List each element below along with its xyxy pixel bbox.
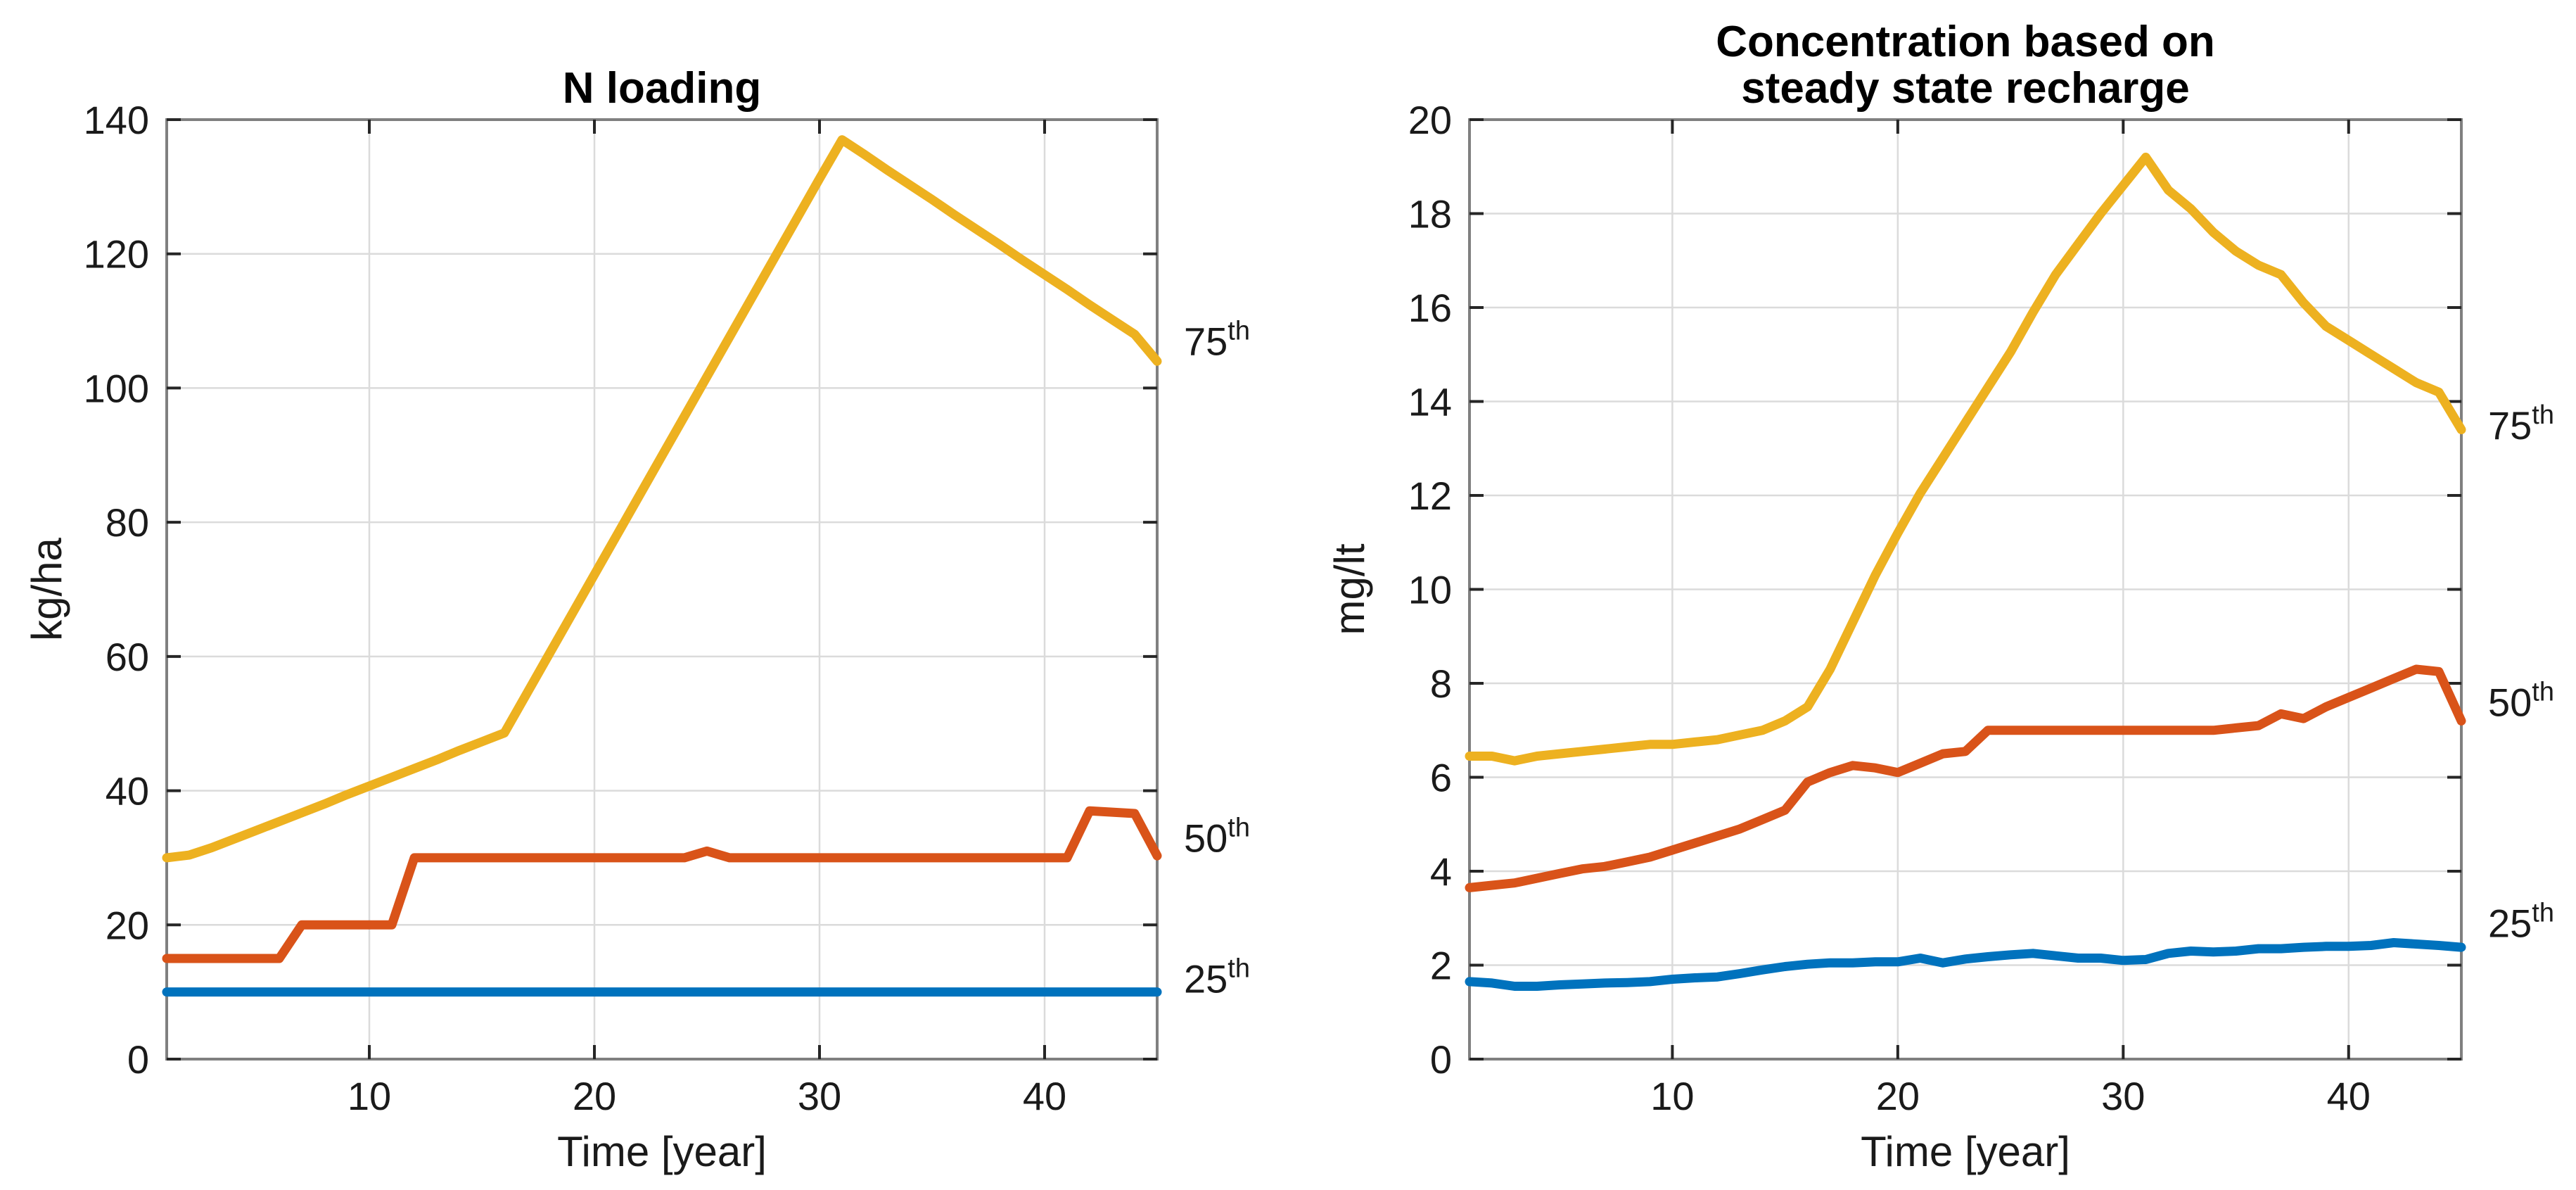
chart-title-line: Concentration based on [1716, 18, 2215, 66]
chart-n-loading: 10 20 30 40 0 20 40 60 80 100 120 140 Time [year] kg/… [23, 64, 1250, 1175]
y-tick-label: 100 [84, 366, 149, 410]
y-tick-label: 140 [84, 98, 149, 142]
y-tick-label: 120 [84, 232, 149, 277]
chart-title-line: steady state recharge [1741, 64, 2190, 113]
y-tick-label: 60 [106, 635, 149, 679]
x-tick-label: 10 [347, 1074, 391, 1118]
annotation-superscript: th [1228, 954, 1250, 984]
y-tick-label: 4 [1430, 849, 1452, 894]
annotation-25th: 25th [1184, 954, 1250, 1001]
y-tick-label: 14 [1408, 380, 1452, 424]
series-line-50th [1465, 664, 2466, 892]
series-line-25th [1465, 938, 2466, 991]
annotation-base: 75 [2488, 403, 2532, 448]
x-tick-label: 40 [1023, 1074, 1066, 1118]
x-tick-label: 30 [2101, 1074, 2145, 1118]
y-tick-label: 20 [106, 903, 149, 947]
y-tick-label: 8 [1430, 662, 1452, 706]
x-axis-label: Time [year] [1861, 1128, 2070, 1175]
annotation-50th: 50th [2488, 678, 2554, 725]
y-tick-label: 20 [1408, 98, 1452, 142]
annotation-superscript: th [2532, 898, 2554, 928]
annotation-superscript: th [1228, 317, 1250, 346]
annotation-50th: 50th [1184, 813, 1250, 860]
x-axis-label: Time [year] [557, 1128, 767, 1175]
series-line-75th [162, 135, 1162, 863]
annotation-superscript: th [2532, 400, 2554, 430]
annotation-superscript: th [1228, 813, 1250, 842]
annotation-base: 50 [2488, 681, 2532, 725]
y-tick-label: 2 [1430, 944, 1452, 988]
annotation-75th: 75th [2488, 400, 2554, 448]
y-axis-label: mg/lt [1326, 543, 1373, 635]
x-tick-label: 40 [2327, 1074, 2371, 1118]
y-tick-label: 6 [1430, 756, 1452, 800]
annotation-superscript: th [2532, 678, 2554, 707]
y-tick-label: 10 [1408, 568, 1452, 612]
y-axis-label: kg/ha [23, 537, 70, 640]
annotation-base: 75 [1184, 319, 1228, 364]
annotation-base: 25 [1184, 957, 1228, 1001]
y-tick-label: 18 [1408, 192, 1452, 236]
x-tick-label: 10 [1650, 1074, 1694, 1118]
x-tick-label: 20 [1876, 1074, 1920, 1118]
series-line-75th [1465, 152, 2466, 766]
x-tick-label: 30 [798, 1074, 841, 1118]
y-tick-label: 80 [106, 500, 149, 545]
chart-concentration: 10 20 30 40 0 2 4 6 8 10 12 14 16 18 20 Time [year] mg/l… [1326, 18, 2554, 1175]
annotation-base: 50 [1184, 816, 1228, 860]
y-tick-label: 0 [1430, 1037, 1452, 1082]
y-tick-label: 16 [1408, 286, 1452, 330]
axes-box [165, 118, 1159, 1061]
y-tick-label: 12 [1408, 474, 1452, 518]
series-line-50th [162, 806, 1162, 963]
annotation-base: 25 [2488, 901, 2532, 945]
chart-title-line: N loading [563, 64, 761, 113]
y-tick-label: 0 [127, 1037, 149, 1082]
y-tick-label: 40 [106, 769, 149, 814]
annotation-75th: 75th [1184, 317, 1250, 364]
x-tick-label: 20 [573, 1074, 616, 1118]
annotation-25th: 25th [2488, 898, 2554, 945]
